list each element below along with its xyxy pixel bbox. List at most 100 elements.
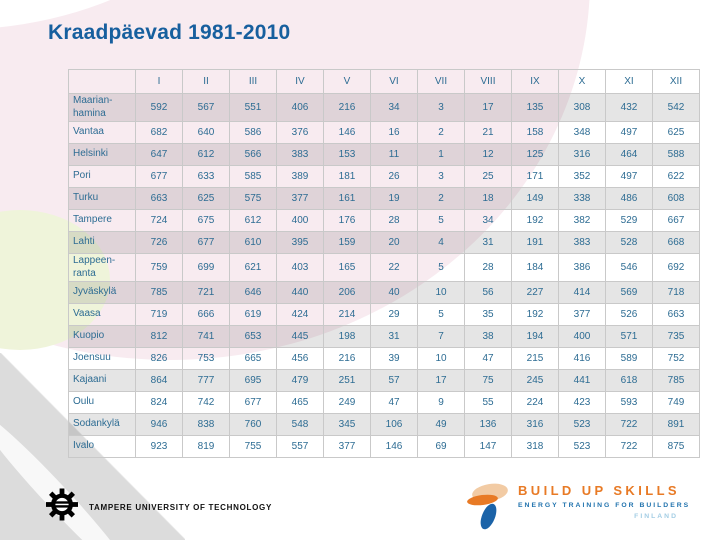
value-cell: 528 [605, 231, 653, 254]
value-cell: 585 [229, 165, 277, 188]
value-cell: 755 [229, 435, 277, 458]
value-cell: 28 [370, 209, 418, 232]
value-cell: 10 [417, 281, 465, 304]
value-cell: 569 [605, 281, 653, 304]
table-row: Lappeen- ranta 759 699 621 403 165 22 5 28 184 386… [68, 253, 700, 282]
value-cell: 194 [511, 325, 559, 348]
value-cell: 400 [276, 209, 324, 232]
value-cell: 39 [370, 347, 418, 370]
value-cell: 663 [652, 303, 700, 326]
city-cell: Kajaani [68, 369, 136, 392]
value-cell: 589 [605, 347, 653, 370]
value-cell: 440 [276, 281, 324, 304]
table-row: Kuopio8127416534451983173819440057173548… [68, 325, 700, 348]
value-cell: 2 [417, 121, 465, 144]
value-cell: 486 [605, 187, 653, 210]
value-cell: 198 [323, 325, 371, 348]
value-cell: 824 [135, 391, 183, 414]
value-cell: 69 [417, 435, 465, 458]
value-cell: 721 [182, 281, 230, 304]
page-title: Kraadpäevad 1981-2010 [48, 21, 291, 44]
value-cell: 891 [652, 413, 700, 436]
value-cell: 665 [229, 347, 277, 370]
value-cell: 423 [558, 391, 606, 414]
value-cell: 622 [652, 165, 700, 188]
value-cell: 445 [276, 325, 324, 348]
value-cell: 692 [652, 253, 700, 282]
value-cell: 28 [464, 253, 512, 282]
value-cell: 722 [605, 413, 653, 436]
value-cell: 227 [511, 281, 559, 304]
value-cell: 125 [511, 143, 559, 166]
value-cell: 383 [276, 143, 324, 166]
value-cell: 22 [370, 253, 418, 282]
value-cell: 26 [370, 165, 418, 188]
city-cell: Joensuu [68, 347, 136, 370]
value-cell: 5 [417, 303, 465, 326]
column-header-V: V [323, 69, 371, 94]
value-cell: 17 [464, 93, 512, 122]
value-cell: 149 [511, 187, 559, 210]
value-cell: 377 [323, 435, 371, 458]
value-cell: 245 [511, 369, 559, 392]
table-row: Tampere724675612400176285341923825296674… [68, 209, 700, 232]
city-cell: Maarian- hamina [68, 93, 136, 122]
value-cell: 593 [605, 391, 653, 414]
value-cell: 21 [464, 121, 512, 144]
value-cell: 668 [652, 231, 700, 254]
value-cell: 135 [511, 93, 559, 122]
value-cell: 49 [417, 413, 465, 436]
value-cell: 465 [276, 391, 324, 414]
table-row: Vaasa71966661942421429535192377526663446… [68, 303, 700, 326]
value-cell: 216 [323, 93, 371, 122]
city-cell: Lappeen- ranta [68, 253, 136, 282]
tut-label: TAMPERE UNIVERSITY OF TECHNOLOGY [89, 502, 273, 512]
table-row: Pori677633585389181263251713524976224161 [68, 165, 700, 188]
value-cell: 548 [276, 413, 324, 436]
value-cell: 4 [417, 231, 465, 254]
value-cell: 812 [135, 325, 183, 348]
column-header-IV: IV [276, 69, 324, 94]
value-cell: 161 [323, 187, 371, 210]
value-cell: 726 [135, 231, 183, 254]
value-cell: 382 [558, 209, 606, 232]
value-cell: 946 [135, 413, 183, 436]
value-cell: 1 [417, 143, 465, 166]
value-cell: 338 [558, 187, 606, 210]
value-cell: 753 [182, 347, 230, 370]
value-cell: 215 [511, 347, 559, 370]
value-cell: 619 [229, 303, 277, 326]
value-cell: 838 [182, 413, 230, 436]
value-cell: 29 [370, 303, 418, 326]
value-cell: 497 [605, 121, 653, 144]
value-cell: 20 [370, 231, 418, 254]
value-cell: 575 [229, 187, 277, 210]
value-cell: 47 [370, 391, 418, 414]
value-cell: 165 [323, 253, 371, 282]
value-cell: 17 [417, 369, 465, 392]
value-cell: 158 [511, 121, 559, 144]
value-cell: 675 [182, 209, 230, 232]
value-cell: 34 [370, 93, 418, 122]
value-cell: 2 [417, 187, 465, 210]
value-cell: 40 [370, 281, 418, 304]
value-cell: 377 [558, 303, 606, 326]
value-cell: 875 [652, 435, 700, 458]
table-row: Maarian- hamina 592 567 551 406 216 34 3 17 135 30… [68, 93, 700, 122]
value-cell: 546 [605, 253, 653, 282]
value-cell: 192 [511, 209, 559, 232]
value-cell: 432 [605, 93, 653, 122]
table-row: Vantaa6826405863761461622115834849762540… [68, 121, 700, 144]
value-cell: 106 [370, 413, 418, 436]
value-cell: 612 [229, 209, 277, 232]
value-cell: 159 [323, 231, 371, 254]
value-cell: 318 [511, 435, 559, 458]
value-cell: 666 [182, 303, 230, 326]
value-cell: 249 [323, 391, 371, 414]
value-cell: 403 [276, 253, 324, 282]
table-row: Helsinki 647 612 566 383 153 11 1 12 125 316 464 588… [68, 143, 700, 166]
table-row: Turku66362557537716119218149338486608402… [68, 187, 700, 210]
value-cell: 551 [229, 93, 277, 122]
value-cell: 526 [605, 303, 653, 326]
value-cell: 56 [464, 281, 512, 304]
